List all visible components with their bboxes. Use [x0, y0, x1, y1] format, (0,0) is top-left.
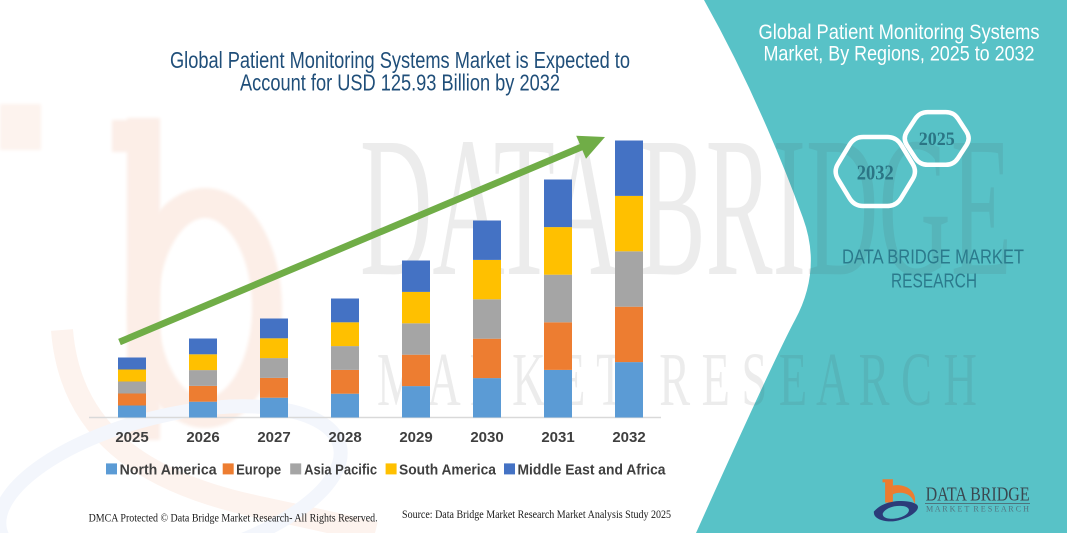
svg-text:Source: Data Bridge Market Res: Source: Data Bridge Market Research Mark…: [402, 507, 671, 521]
svg-text:M A R K E T R E S E A R C H: M A R K E T R E S E A R C H: [377, 338, 977, 422]
svg-text:2032: 2032: [612, 429, 645, 446]
svg-text:2030: 2030: [470, 429, 503, 446]
svg-text:DATA BRIDGE MARKET: DATA BRIDGE MARKET: [842, 247, 1024, 269]
svg-text:Market, By Regions, 2025 to 20: Market, By Regions, 2025 to 2032: [764, 43, 1035, 66]
svg-text:DMCA Protected © Data Bridge M: DMCA Protected © Data Bridge Market Rese…: [89, 511, 378, 525]
svg-text:Global Patient Monitoring Syst: Global Patient Monitoring Systems: [759, 21, 1040, 44]
svg-text:2031: 2031: [541, 429, 574, 446]
svg-text:South America: South America: [399, 462, 497, 479]
svg-text:2029: 2029: [399, 429, 432, 446]
svg-text:DATA BRIDGE: DATA BRIDGE: [926, 484, 1030, 506]
svg-text:RESEARCH: RESEARCH: [891, 271, 977, 293]
svg-text:Europe: Europe: [236, 462, 281, 479]
svg-text:2027: 2027: [257, 429, 290, 446]
svg-text:2025: 2025: [115, 429, 148, 446]
svg-text:Middle East and Africa: Middle East and Africa: [518, 462, 667, 479]
svg-text:Asia Pacific: Asia Pacific: [304, 462, 377, 479]
svg-text:2025: 2025: [919, 129, 955, 150]
svg-text:2026: 2026: [186, 429, 219, 446]
svg-text:M A R K E T R E S E A R C H: M A R K E T R E S E A R C H: [926, 505, 1029, 514]
svg-text:North America: North America: [120, 462, 218, 479]
svg-text:Account for USD 125.93 Billion: Account for USD 125.93 Billion by 2032: [240, 70, 560, 96]
svg-text:2032: 2032: [857, 161, 894, 185]
svg-text:Global Patient Monitoring Syst: Global Patient Monitoring Systems Market…: [170, 47, 630, 73]
svg-text:2028: 2028: [328, 429, 361, 446]
